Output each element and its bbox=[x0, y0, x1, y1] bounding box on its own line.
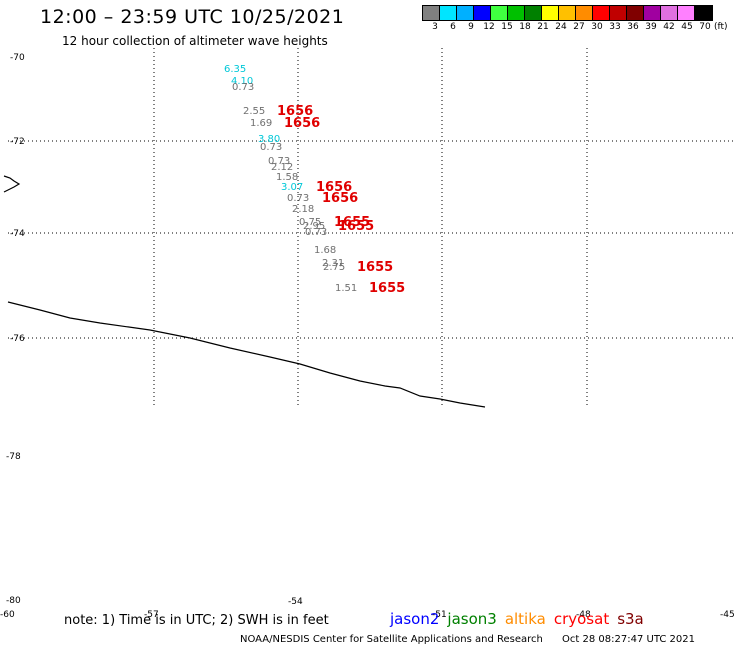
legend-label: 18 bbox=[519, 22, 531, 32]
credit-line: NOAA/NESDIS Center for Satellite Applica… bbox=[240, 634, 695, 645]
color-scale-labels: 3 6 9 12 15 18 21 24 27 30 33 36 39 42 45 70 (ft) bbox=[426, 22, 728, 32]
satellite-legend: jason2 jason3 altika cryosat s3a bbox=[390, 610, 652, 628]
satellite-jason2-label: jason2 bbox=[390, 610, 440, 628]
time-label: 1656 bbox=[316, 180, 352, 195]
time-label: 1655 bbox=[338, 219, 374, 234]
legend-label: 3 bbox=[432, 22, 438, 32]
color-scale-legend bbox=[422, 5, 713, 21]
legend-label: 70 bbox=[699, 22, 711, 32]
legend-label: 6 bbox=[450, 22, 456, 32]
wave-height-value: 2.18 bbox=[292, 204, 314, 215]
legend-swatch bbox=[627, 6, 644, 20]
legend-swatch bbox=[491, 6, 508, 20]
wave-height-value: 1.58 bbox=[276, 172, 298, 183]
legend-swatch bbox=[525, 6, 542, 20]
longitude-label: -60 bbox=[0, 610, 15, 620]
longitude-label: -51 bbox=[432, 610, 447, 620]
coastline-ice-shelf bbox=[7, 301, 486, 408]
wave-height-value: 2.12 bbox=[271, 162, 293, 173]
legend-swatch bbox=[457, 6, 474, 20]
wave-height-value: 2.31 bbox=[322, 258, 344, 269]
legend-label: 9 bbox=[468, 22, 474, 32]
latitude-label: -72 bbox=[10, 137, 25, 147]
map-title: 12:00 – 23:59 UTC 10/25/2021 bbox=[40, 6, 345, 28]
legend-swatch bbox=[423, 6, 440, 20]
map-subtitle: 12 hour collection of altimeter wave hei… bbox=[62, 34, 328, 48]
wave-height-value: 1.69 bbox=[250, 118, 272, 129]
time-label: 1656 bbox=[284, 116, 320, 131]
legend-swatch bbox=[661, 6, 678, 20]
legend-label: 42 bbox=[663, 22, 675, 32]
legend-label: 27 bbox=[573, 22, 585, 32]
grid-lines bbox=[8, 48, 736, 406]
latitude-label: -76 bbox=[10, 334, 25, 344]
longitude-label: -48 bbox=[576, 610, 591, 620]
coastline-island bbox=[3, 175, 21, 193]
wave-height-value: 3.07 bbox=[281, 182, 303, 193]
legend-swatch bbox=[508, 6, 525, 20]
legend-swatch bbox=[440, 6, 457, 20]
legend-label: 21 bbox=[537, 22, 549, 32]
wave-height-value: 2.95 bbox=[303, 221, 325, 232]
wave-height-value: 0.73 bbox=[260, 142, 282, 153]
legend-swatch bbox=[644, 6, 661, 20]
legend-swatch bbox=[559, 6, 576, 20]
wave-height-value: 0.73 bbox=[232, 82, 254, 93]
observations-layer: 6.354.100.732.551.693.800.730.732.121.58… bbox=[224, 64, 357, 294]
legend-label: 39 bbox=[645, 22, 657, 32]
footnote: note: 1) Time is in UTC; 2) SWH is in fe… bbox=[64, 613, 329, 628]
time-label: 1655 bbox=[369, 281, 405, 296]
wave-height-value: 2.75 bbox=[323, 262, 345, 273]
wave-height-value: 1.51 bbox=[335, 283, 357, 294]
satellite-jason3-label: jason3 bbox=[447, 610, 497, 628]
legend-label: 15 bbox=[501, 22, 513, 32]
wave-height-value: 0.73 bbox=[305, 227, 327, 238]
latitude-label: -80 bbox=[6, 596, 21, 606]
legend-swatch bbox=[678, 6, 695, 20]
latitude-label: -74 bbox=[10, 229, 25, 239]
legend-label: 36 bbox=[627, 22, 639, 32]
legend-label: 33 bbox=[609, 22, 621, 32]
longitude-label: -57 bbox=[144, 610, 159, 620]
legend-label: 30 bbox=[591, 22, 603, 32]
legend-swatch bbox=[695, 6, 712, 20]
generated-timestamp: Oct 28 08:27:47 UTC 2021 bbox=[562, 634, 695, 645]
wave-height-value: 6.35 bbox=[224, 64, 246, 75]
legend-label: 24 bbox=[555, 22, 567, 32]
time-label: 1656 bbox=[277, 104, 313, 119]
legend-swatch bbox=[576, 6, 593, 20]
wave-height-value: 2.55 bbox=[243, 106, 265, 117]
legend-swatch bbox=[593, 6, 610, 20]
legend-label: 45 bbox=[681, 22, 693, 32]
legend-label: 12 bbox=[483, 22, 495, 32]
satellite-altika-label: altika bbox=[504, 610, 546, 628]
coastline bbox=[3, 175, 486, 408]
satellite-cryosat-label: cryosat bbox=[553, 610, 610, 628]
wave-height-value: 3.80 bbox=[258, 134, 280, 145]
credit-text: NOAA/NESDIS Center for Satellite Applica… bbox=[240, 634, 543, 645]
time-label: 1655 bbox=[357, 260, 393, 275]
latitude-label: -70 bbox=[10, 53, 25, 63]
latitude-label: -78 bbox=[6, 452, 21, 462]
wave-height-value: 0.73 bbox=[287, 193, 309, 204]
satellite-s3a-label: s3a bbox=[617, 610, 644, 628]
legend-swatch bbox=[474, 6, 491, 20]
time-label: 1656 bbox=[322, 191, 358, 206]
time-label: 1655 bbox=[334, 215, 370, 230]
legend-unit: (ft) bbox=[714, 22, 728, 32]
wave-height-value: 0.73 bbox=[268, 156, 290, 167]
axis-labels: -70 -72 -74 -76 -78 -80 -60 -57 -54 -51 -48 -45 bbox=[0, 53, 735, 620]
longitude-label: -54 bbox=[288, 597, 303, 607]
legend-swatch bbox=[542, 6, 559, 20]
longitude-label: -45 bbox=[720, 610, 735, 620]
legend-swatch bbox=[610, 6, 627, 20]
wave-height-value: 1.68 bbox=[314, 245, 336, 256]
wave-height-value: 4.10 bbox=[231, 76, 253, 87]
wave-height-value: 0.75 bbox=[299, 217, 321, 228]
